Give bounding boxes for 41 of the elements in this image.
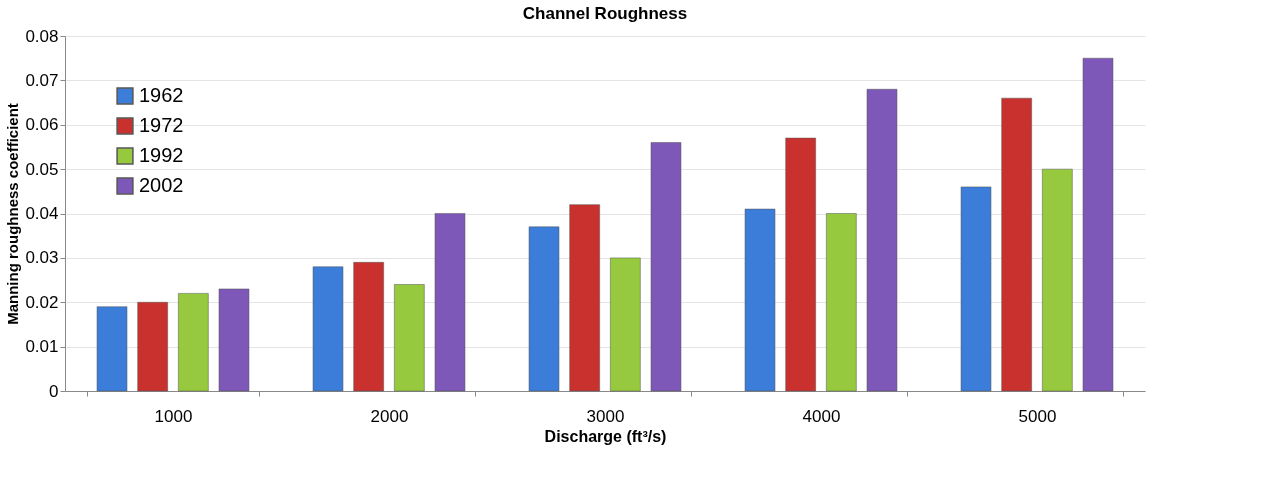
x-tick-label: 4000 bbox=[802, 406, 841, 426]
bar bbox=[353, 262, 384, 392]
bar bbox=[1001, 97, 1032, 392]
y-tick-label: 0.08 bbox=[25, 26, 59, 46]
bar bbox=[960, 186, 992, 392]
y-tick-label: 0.01 bbox=[25, 337, 59, 357]
x-tick-label: 2000 bbox=[370, 406, 409, 426]
bar bbox=[528, 226, 560, 392]
bar bbox=[1042, 168, 1073, 392]
y-tick-label: 0.07 bbox=[25, 70, 59, 90]
bar bbox=[866, 89, 898, 392]
bar bbox=[137, 302, 168, 392]
bar bbox=[785, 137, 816, 392]
y-tick-label: 0.05 bbox=[25, 159, 59, 179]
legend-label: 1992 bbox=[139, 144, 184, 166]
y-tick-label: 0.03 bbox=[25, 248, 59, 268]
bar bbox=[569, 204, 600, 392]
legend-label: 1962 bbox=[139, 84, 184, 106]
y-tick-label: 0.04 bbox=[25, 204, 59, 223]
x-axis-title: Discharge (ft³/s) bbox=[544, 427, 667, 445]
x-tick-label: 5000 bbox=[1018, 406, 1057, 426]
bar bbox=[394, 284, 425, 392]
bar bbox=[434, 213, 466, 392]
bar bbox=[96, 306, 128, 392]
bar bbox=[1082, 57, 1114, 392]
y-tick-label: 0 bbox=[49, 381, 59, 401]
bar bbox=[650, 142, 682, 392]
bar bbox=[312, 266, 344, 392]
y-tick-label: 0.02 bbox=[25, 292, 59, 312]
bar bbox=[218, 288, 250, 392]
x-tick-label: 1000 bbox=[154, 406, 193, 426]
x-tick-label: 3000 bbox=[586, 406, 625, 426]
y-tick-label: 0.06 bbox=[25, 115, 59, 135]
bar bbox=[178, 293, 209, 392]
legend-label: 1972 bbox=[139, 114, 184, 136]
bar bbox=[826, 213, 857, 392]
bar bbox=[610, 257, 641, 392]
y-axis-title: Manning roughness coefficient bbox=[4, 103, 22, 325]
bar bbox=[744, 208, 776, 392]
chart-title: Channel Roughness bbox=[522, 4, 688, 23]
legend-label: 2002 bbox=[139, 174, 184, 196]
